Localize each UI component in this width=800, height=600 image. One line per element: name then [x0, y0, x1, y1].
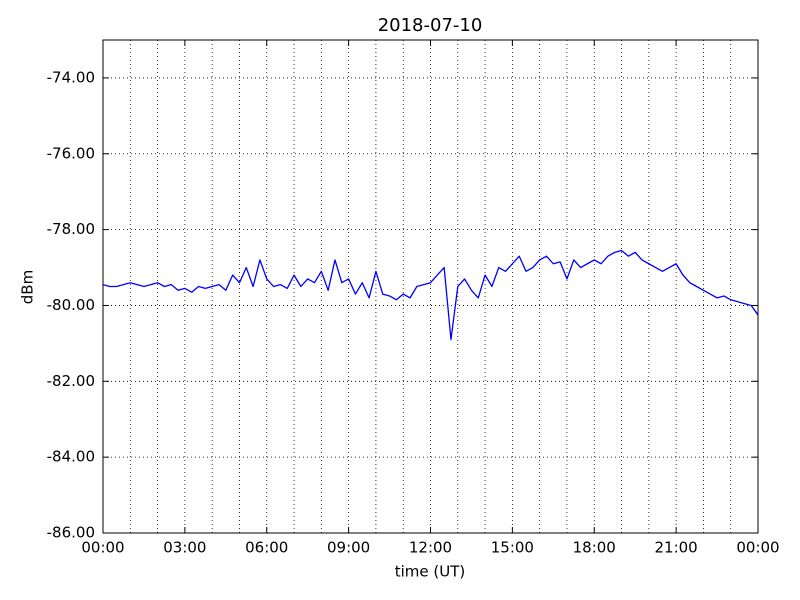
y-tick-label: -82.00 — [47, 372, 95, 390]
x-tick-label: 12:00 — [409, 539, 452, 557]
x-tick-label: 21:00 — [655, 539, 698, 557]
plot-frame — [102, 39, 759, 534]
chart-title: 2018-07-10 — [378, 15, 483, 36]
data-line — [102, 249, 759, 341]
x-axis-label: time (UT) — [395, 563, 466, 581]
y-tick-label: -78.00 — [47, 220, 95, 238]
x-tick-label: 18:00 — [573, 539, 616, 557]
x-tick-label: 06:00 — [245, 539, 288, 557]
y-tick-label: -74.00 — [47, 68, 95, 86]
x-tick-label: 00:00 — [81, 539, 124, 557]
y-tick-label: -76.00 — [47, 144, 95, 162]
x-tick-label: 09:00 — [327, 539, 370, 557]
x-tick-label: 03:00 — [163, 539, 206, 557]
x-tick-label: 15:00 — [491, 539, 534, 557]
y-axis-label: dBm — [19, 270, 37, 304]
y-tick-label: -86.00 — [47, 524, 95, 542]
y-tick-label: -80.00 — [47, 296, 95, 314]
y-tick-label: -84.00 — [47, 448, 95, 466]
x-tick-label: 00:00 — [736, 539, 779, 557]
